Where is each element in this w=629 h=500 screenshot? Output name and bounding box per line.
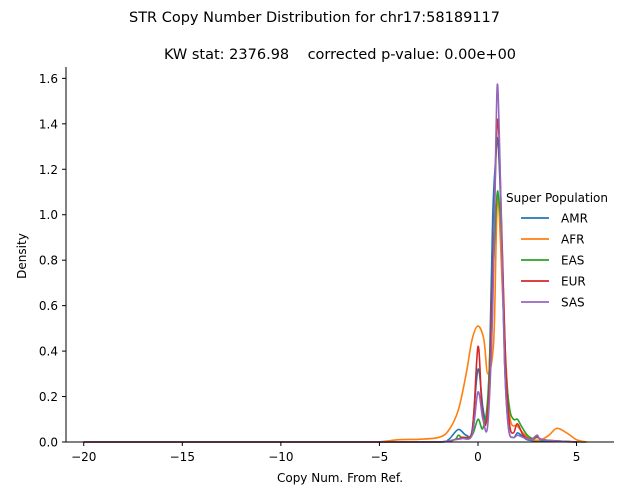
x-tick-label: 5 (573, 450, 581, 464)
y-axis-label: Density (15, 233, 29, 279)
y-tick-label: 0.4 (39, 345, 58, 359)
legend-entries: AMR AFR EAS EUR SAS (521, 212, 588, 310)
legend-label-eur: EUR (561, 275, 586, 289)
legend-label-afr: AFR (561, 233, 584, 247)
x-tick-label: 0 (474, 450, 482, 464)
y-tick-label: 0.0 (39, 436, 58, 450)
y-tick-label: 1.4 (39, 117, 58, 131)
y-tick-label: 0.2 (39, 390, 58, 404)
chart-title: STR Copy Number Distribution for chr17:5… (129, 10, 500, 26)
x-tick-label: −20 (71, 450, 96, 464)
series-layer (83, 83, 587, 443)
x-tick-label: −10 (268, 450, 293, 464)
legend-label-amr: AMR (561, 212, 588, 226)
legend-label-sas: SAS (561, 296, 585, 310)
y-axis-ticks: 0.0 0.2 0.4 0.6 0.8 1.0 1.2 1.4 1.6 (39, 72, 66, 450)
x-tick-label: −15 (170, 450, 195, 464)
y-tick-label: 0.8 (39, 254, 58, 268)
legend-label-eas: EAS (561, 254, 584, 268)
x-tick-label: −5 (371, 450, 389, 464)
series-line-amr (83, 136, 587, 443)
y-tick-label: 1.6 (39, 72, 58, 86)
y-tick-label: 1.2 (39, 163, 58, 177)
series-line-sas (83, 83, 577, 443)
x-axis-ticks: −20 −15 −10 −5 0 5 (71, 442, 580, 464)
y-tick-label: 0.6 (39, 299, 58, 313)
chart-subtitle: KW stat: 2376.98 corrected p-value: 0.00… (164, 47, 516, 63)
y-tick-label: 1.0 (39, 208, 58, 222)
legend: Super Population AMR AFR EAS EUR SAS (506, 191, 608, 310)
legend-title: Super Population (506, 191, 608, 205)
x-axis-label: Copy Num. From Ref. (277, 471, 403, 485)
